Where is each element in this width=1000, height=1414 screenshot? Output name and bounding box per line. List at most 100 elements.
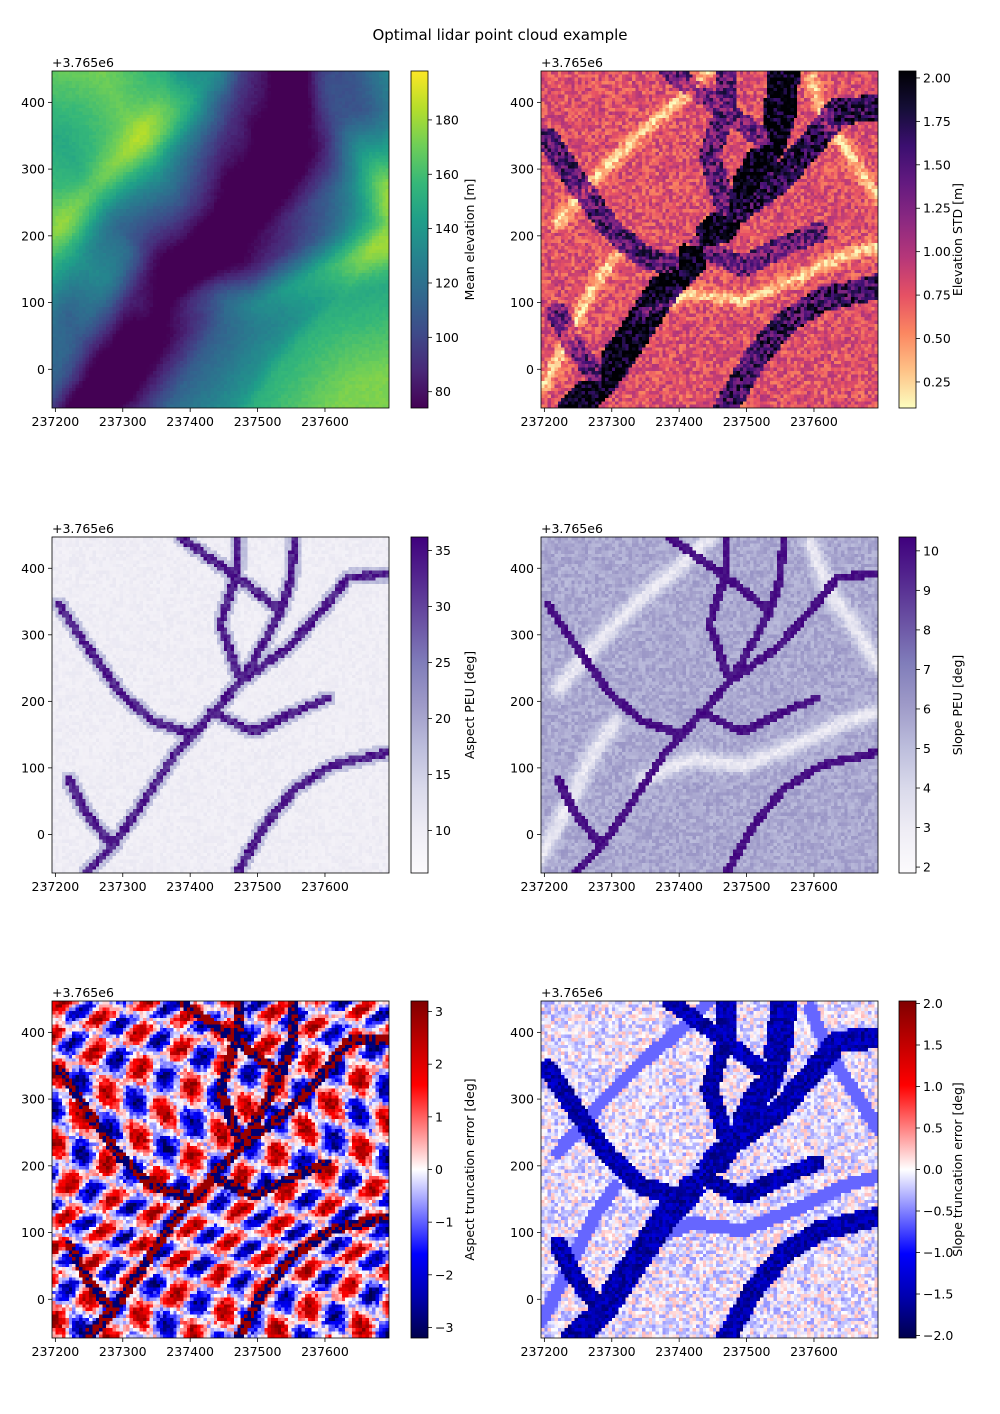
- x-tick-label: 237200: [521, 414, 569, 429]
- x-tick-label: 237300: [99, 1344, 147, 1359]
- y-tick-label: 100: [510, 1225, 534, 1240]
- axes-frame: [51, 70, 390, 409]
- x-tick-label: 237400: [166, 879, 214, 894]
- y-tick-label: 300: [21, 627, 45, 642]
- colorbar-tick-label: 3: [923, 820, 931, 835]
- colorbar-tick-label: −2: [435, 1267, 453, 1282]
- colorbar-tick-label: 1.25: [923, 201, 951, 216]
- y-tick-label: 200: [510, 694, 534, 709]
- colorbar-tick-label: 1: [435, 1109, 443, 1124]
- colorbar-tick-label: 120: [435, 275, 459, 290]
- y-offset-label: +3.765e6: [52, 985, 114, 1000]
- y-offset-label: +3.765e6: [541, 985, 603, 1000]
- colorbar-tick-label: 1.00: [923, 244, 951, 259]
- y-tick-label: 0: [526, 362, 534, 377]
- colorbar-label: Aspect truncation error [deg]: [462, 1078, 477, 1260]
- colorbar-label: Elevation STD [m]: [950, 183, 965, 296]
- colorbar: [410, 70, 429, 409]
- x-tick-label: 237500: [723, 879, 771, 894]
- panel-5: 237200 237300 237400 237500 237600 0 100 200 300…: [21, 985, 477, 1359]
- y-tick-label: 300: [21, 162, 45, 177]
- colorbar-tick-label: 0.75: [923, 288, 951, 303]
- y-tick-label: 100: [21, 1225, 45, 1240]
- colorbar-tick-label: 1.0: [923, 1079, 943, 1094]
- colorbar: [898, 70, 917, 409]
- figure-title: Optimal lidar point cloud example: [372, 26, 627, 44]
- colorbar-tick-label: 80: [435, 384, 451, 399]
- colorbar-tick-label: 0: [435, 1162, 443, 1177]
- x-tick-label: 237500: [234, 1344, 282, 1359]
- colorbar-tick-label: −1.5: [923, 1287, 953, 1302]
- colorbar-tick-label: 1.5: [923, 1037, 943, 1052]
- x-tick-label: 237400: [655, 1344, 703, 1359]
- colorbar-tick-label: −1: [435, 1215, 453, 1230]
- x-tick-label: 237400: [655, 879, 703, 894]
- x-tick-label: 237400: [655, 414, 703, 429]
- y-tick-label: 400: [510, 95, 534, 110]
- x-tick-label: 237300: [588, 414, 636, 429]
- colorbar-tick-label: 5: [923, 741, 931, 756]
- heatmap-image: [52, 1001, 389, 1338]
- y-tick-label: 400: [510, 561, 534, 576]
- colorbar-label: Aspect PEU [deg]: [462, 651, 477, 759]
- colorbar-tick-label: −1.0: [923, 1245, 953, 1260]
- axes-frame: [540, 1000, 879, 1339]
- panels: 237200 237300 237400 237500 2376000100200300…: [21, 55, 965, 1359]
- y-tick-label: 400: [21, 561, 45, 576]
- panel-4: 237200 237300 237400 237500 2376000100200300…: [510, 521, 965, 894]
- y-tick-label: 200: [510, 228, 534, 243]
- x-tick-label: 237600: [301, 414, 349, 429]
- colorbar-tick-label: 8: [923, 622, 931, 637]
- y-tick-label: 400: [510, 1025, 534, 1040]
- colorbar-tick-label: 100: [435, 330, 459, 345]
- y-tick-label: 0: [37, 362, 45, 377]
- y-tick-label: 100: [510, 295, 534, 310]
- y-tick-label: 300: [510, 627, 534, 642]
- axes-frame: [540, 70, 879, 409]
- colorbar-tick-label: 180: [435, 112, 459, 127]
- y-tick-label: 0: [37, 827, 45, 842]
- colorbar-tick-label: 30: [435, 599, 451, 614]
- colorbar: [410, 1000, 429, 1339]
- y-tick-label: 200: [21, 694, 45, 709]
- colorbar-label: Slope PEU [deg]: [950, 655, 965, 756]
- colorbar-tick-label: 10: [923, 543, 939, 558]
- colorbar: [410, 536, 429, 874]
- colorbar-label: Mean elevation [m]: [462, 179, 477, 301]
- y-tick-label: 0: [526, 827, 534, 842]
- y-tick-label: 100: [510, 760, 534, 775]
- y-tick-label: 400: [21, 95, 45, 110]
- colorbar-tick-label: 20: [435, 711, 451, 726]
- colorbar-tick-label: 1.75: [923, 114, 951, 129]
- y-tick-label: 200: [21, 1158, 45, 1173]
- colorbar-tick-label: 1.50: [923, 157, 951, 172]
- colorbar-tick-label: 35: [435, 543, 451, 558]
- x-tick-label: 237600: [790, 879, 838, 894]
- colorbar-tick-label: 15: [435, 767, 451, 782]
- colorbar-tick-label: 6: [923, 701, 931, 716]
- x-tick-label: 237300: [99, 879, 147, 894]
- x-tick-label: 237200: [521, 879, 569, 894]
- y-tick-label: 300: [21, 1092, 45, 1107]
- panel-2: 237200 237300 237400 237500 237600 0 100 200 300…: [510, 55, 965, 429]
- colorbar-tick-label: 3: [435, 1004, 443, 1019]
- x-tick-label: 237500: [234, 414, 282, 429]
- colorbar: [898, 1000, 917, 1339]
- colorbar-tick-label: 160: [435, 167, 459, 182]
- x-tick-label: 237300: [99, 414, 147, 429]
- colorbar: [898, 536, 917, 874]
- x-tick-label: 237500: [723, 1344, 771, 1359]
- y-offset-label: +3.765e6: [541, 521, 603, 536]
- y-tick-label: 100: [21, 295, 45, 310]
- x-tick-label: 237200: [32, 879, 80, 894]
- y-offset-label: +3.765e6: [52, 55, 114, 70]
- y-tick-label: 300: [510, 162, 534, 177]
- colorbar-tick-label: 0.50: [923, 331, 951, 346]
- x-tick-label: 237400: [166, 414, 214, 429]
- x-tick-label: 237600: [790, 414, 838, 429]
- y-tick-label: 200: [510, 1158, 534, 1173]
- x-tick-label: 237400: [166, 1344, 214, 1359]
- y-tick-label: 300: [510, 1092, 534, 1107]
- panel-1: 237200 237300 237400 237500 237600 0 100 200 300…: [21, 55, 477, 429]
